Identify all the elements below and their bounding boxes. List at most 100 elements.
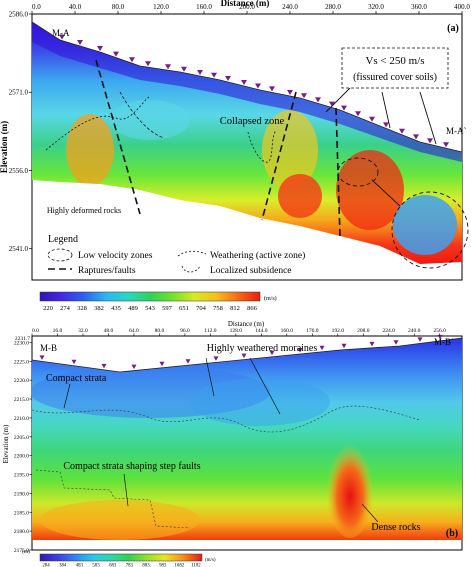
x-tick-label: 0.0	[32, 3, 41, 11]
panel-a-x-title: Distance (m)	[221, 0, 270, 8]
colorbar-tick-label: 489	[128, 305, 138, 312]
y-tick-label: 2215.0	[14, 397, 29, 403]
geophone-marker	[159, 361, 165, 367]
y-tick-label: 2180.0	[14, 529, 29, 535]
annotation-arrow	[205, 357, 215, 397]
colorbar-tick-label: 683	[109, 564, 117, 567]
x-tick-label: 240.0	[408, 328, 421, 334]
annotation-arrow	[419, 91, 437, 145]
geophone-marker	[181, 66, 187, 72]
geophone-marker	[329, 101, 335, 107]
y-tick-label: 2586.0	[9, 11, 29, 19]
x-tick-label: 112.0	[204, 328, 216, 334]
geophone-marker	[427, 138, 433, 144]
panel-b-x-axis: 0.0 16.0 32.0 48.0 64.0 80.0 96.0 112.0 128.0 144…	[31, 328, 446, 336]
subsidence-curve	[247, 129, 277, 163]
geophone-marker	[165, 64, 171, 70]
x-tick-label: 160.0	[196, 3, 212, 11]
geophone-marker	[241, 353, 247, 359]
panel-b-y-axis: 2230.0 2225.0 2220.0 2215.0 2210.0 2205.0 2200…	[14, 340, 32, 554]
vs-annotation-box	[341, 47, 449, 89]
annotation-arrow	[361, 503, 379, 523]
panel-b-label: (b)	[446, 528, 458, 539]
profile-start-label: M-B	[40, 343, 57, 353]
x-tick-label: 360.0	[411, 3, 427, 11]
panel-a-y-title: Elevation (m)	[0, 121, 9, 173]
geophone-marker	[393, 340, 399, 345]
geophone-marker	[399, 128, 405, 134]
geophone-marker	[413, 134, 419, 140]
legend-weathering-label: Weathering (active zone)	[210, 250, 305, 261]
geophone-marker	[269, 350, 275, 356]
geophone-marker	[341, 105, 347, 111]
geophone-marker	[185, 359, 191, 364]
colorbar-tick-label: 1182	[191, 564, 201, 567]
x-tick-label: 192.0	[332, 328, 345, 334]
y-tick-label: 2185.0	[14, 510, 29, 516]
panel-a-x-axis: 0.0 40.0 80.0 120.0 160.0 200.0 240.0 280.0 320.…	[31, 3, 470, 14]
panel-a-colorbar	[39, 291, 261, 302]
colorbar-tick-label: 284	[42, 564, 50, 567]
x-tick-label: 80.0	[155, 328, 165, 334]
geophone-marker	[59, 34, 65, 40]
moraines-label: Highly weathered moraines	[207, 343, 318, 354]
geophone-marker	[101, 363, 107, 369]
geophone-marker	[197, 70, 203, 75]
x-tick-label: 32.0	[78, 328, 88, 334]
colorbar-tick-label: 651	[179, 305, 189, 312]
x-tick-label: 0.0	[32, 328, 39, 334]
step-faults-boundary	[35, 469, 191, 529]
geophone-marker	[211, 72, 217, 78]
panel-a-colorbar-unit: (m/s)	[264, 295, 277, 302]
colorbar-tick-label: 812	[230, 305, 240, 312]
fissured-annotation: (fissured cover soils)	[353, 72, 437, 83]
x-tick-label: 208.0	[357, 328, 370, 334]
colorbar-tick-label: 783	[126, 564, 134, 567]
profile-end-label: M-B`	[434, 337, 454, 347]
colorbar-tick-label: 883	[142, 564, 150, 567]
fault-line	[95, 59, 141, 215]
colorbar-tick-label: 483	[76, 564, 84, 567]
annotation-arrow	[249, 357, 281, 415]
geophone-marker	[97, 46, 103, 51]
annotation-arrow	[63, 383, 71, 409]
geophone-marker	[315, 97, 321, 103]
x-tick-label: 96.0	[180, 328, 190, 334]
y-tick-label: 2220.0	[14, 378, 29, 384]
panel-b-colorbar-unit: (m/s)	[205, 558, 216, 563]
legend-title: Legend	[48, 234, 78, 245]
panel-a-topography-line	[31, 21, 463, 153]
vs-annotation: Vs < 250 m/s	[365, 55, 424, 67]
geophone-marker	[71, 359, 77, 365]
y-tick-label: 2230.0	[14, 340, 29, 346]
annotation-arrow	[381, 91, 391, 129]
colorbar-tick-label: 597	[162, 305, 173, 312]
geophone-marker	[417, 337, 423, 342]
geophone-marker	[437, 334, 443, 340]
dense-rocks-label: Dense rocks	[371, 522, 420, 533]
geophone-marker	[131, 364, 137, 370]
geophone-marker	[113, 51, 119, 57]
x-tick-label: 224.0	[383, 328, 396, 334]
y-tick-label: 2541.0	[9, 245, 29, 253]
profile-end-label: M-A`	[446, 126, 467, 136]
annotation-arrow	[371, 179, 401, 207]
colorbar-tick-label: 435	[111, 305, 121, 312]
geophone-marker	[355, 111, 361, 117]
panel-b-x-title: Distance (m)	[228, 320, 265, 328]
x-tick-label: 160.0	[281, 328, 294, 334]
geophone-marker	[443, 142, 449, 148]
colorbar-tick-label: 583	[92, 564, 100, 567]
geophone-marker	[301, 93, 307, 99]
colorbar-tick-label: 1082	[175, 564, 185, 567]
step-faults-label: Compact strata shaping step faults	[63, 461, 200, 472]
colorbar-tick-label: 384	[59, 564, 67, 567]
panel-b-y-top-label: 2231.7	[15, 336, 30, 342]
legend-subsidence-label: Localized subsidence	[210, 266, 292, 276]
geophone-marker	[225, 76, 231, 81]
y-tick-label: 2195.0	[14, 473, 29, 479]
panel-b-velocity-section	[32, 338, 462, 540]
panel-b-colorbar-labels: 284 384 483 583 683 783 883 983 1082 1182	[42, 564, 201, 567]
colorbar-tick-label: 983	[159, 564, 167, 567]
